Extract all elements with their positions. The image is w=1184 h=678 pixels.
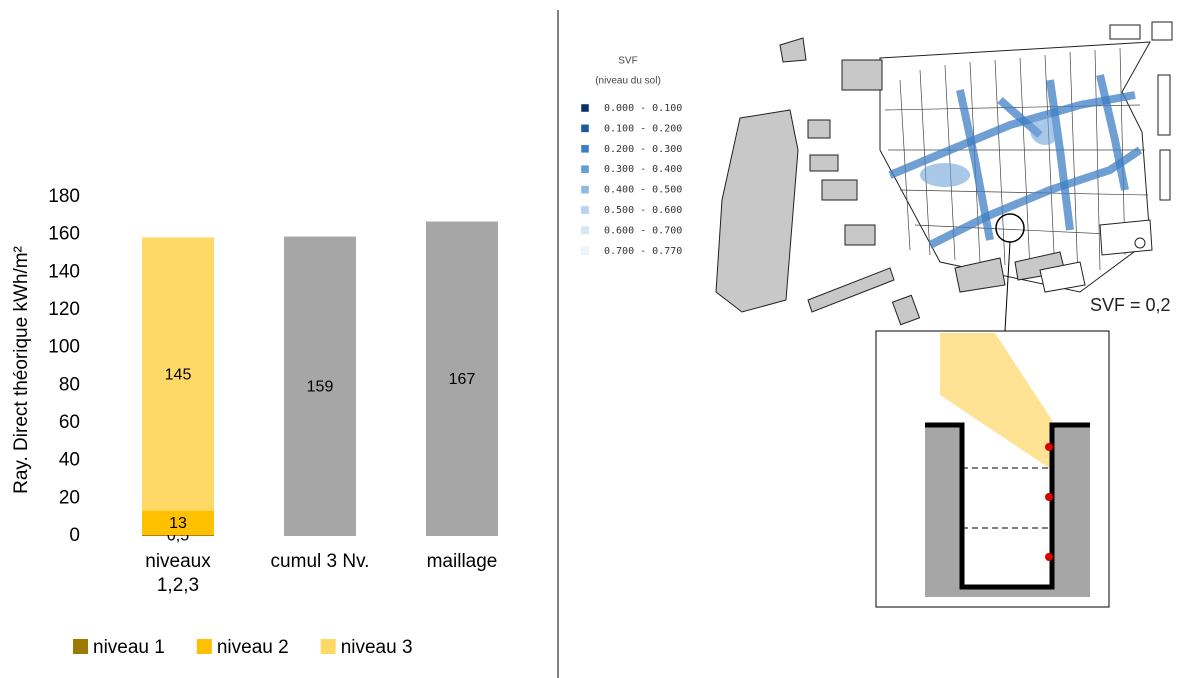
legend-swatch <box>73 639 88 654</box>
y-tick-label: 20 <box>59 487 80 508</box>
y-tick-label: 80 <box>59 374 80 395</box>
map-legend-swatch <box>580 185 590 194</box>
bar <box>142 535 214 536</box>
map-legend-swatch <box>580 226 590 235</box>
map-legend-label: 0.500 - 0.600 <box>604 205 682 216</box>
data-label: 167 <box>449 371 476 388</box>
map-legend-title: SVF <box>618 56 637 67</box>
bar <box>284 236 356 537</box>
x-tick-label: niveaux 1,2,3 <box>145 551 211 596</box>
legend-label: niveau 1 <box>93 637 165 658</box>
legend-label: niveau 2 <box>217 637 289 658</box>
map-legend-swatch <box>580 246 590 256</box>
legend-label: niveau 3 <box>341 637 413 658</box>
bar <box>426 221 498 536</box>
map-legend-swatch <box>580 164 590 174</box>
y-tick-label: 160 <box>48 224 80 245</box>
y-tick-label: 100 <box>48 337 80 358</box>
street-section-diagram <box>875 330 1110 608</box>
x-tick-label: cumul 3 Nv. <box>270 551 370 572</box>
map-legend-label: 0.200 - 0.300 <box>604 144 682 155</box>
map-legend-label: 0.100 - 0.200 <box>604 123 682 134</box>
map-legend-swatch <box>580 144 590 154</box>
map-legend-label: 0.700 - 0.770 <box>604 246 682 257</box>
y-tick-label: 120 <box>48 299 80 320</box>
map-legend-swatch <box>580 103 590 113</box>
y-tick-label: 180 <box>48 186 80 207</box>
map-annotation: SVF = 0,2 <box>1090 295 1171 315</box>
map-legend-label: 0.300 - 0.400 <box>604 164 682 175</box>
y-tick-label: 40 <box>59 450 80 471</box>
map-legend-subtitle: (niveau du sol) <box>595 76 661 87</box>
bar <box>142 237 214 511</box>
map-legend-label: 0.400 - 0.500 <box>604 185 682 196</box>
bar <box>142 510 214 536</box>
y-tick-label: 60 <box>59 412 80 433</box>
y-tick-label: 140 <box>48 261 80 282</box>
data-label: 145 <box>165 366 192 383</box>
x-tick-label: maillage <box>426 551 498 572</box>
legend-swatch <box>320 639 336 654</box>
map-legend-label: 0.000 - 0.100 <box>604 103 682 114</box>
data-label: 159 <box>307 378 334 395</box>
map-legend-swatch <box>580 205 590 215</box>
map <box>715 21 1173 332</box>
data-label: 13 <box>169 515 187 532</box>
y-axis-label: Ray. Direct théorique kWh/m² <box>11 246 32 494</box>
legend-swatch <box>196 639 212 654</box>
map-legend-swatch <box>580 124 590 133</box>
map-legend-label: 0.600 - 0.700 <box>604 225 682 236</box>
y-tick-label: 0 <box>69 525 80 546</box>
